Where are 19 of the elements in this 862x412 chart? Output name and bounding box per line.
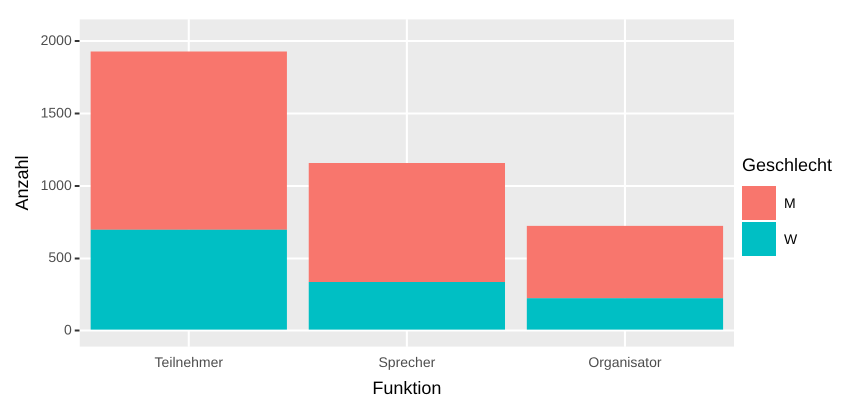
text: M bbox=[784, 194, 796, 210]
bar bbox=[90, 52, 287, 230]
bar bbox=[526, 226, 724, 298]
y-axis-title: Anzahl bbox=[12, 155, 32, 211]
legend-title: Geschlecht bbox=[742, 154, 832, 176]
y-tick-label: 500 bbox=[48, 249, 72, 266]
y-tick-label: 0 bbox=[64, 322, 72, 338]
x-tick-label: Teilnehmer bbox=[154, 354, 224, 370]
bar bbox=[308, 163, 506, 282]
y-tick-label: 2000 bbox=[40, 32, 72, 48]
x-axis-title: Funktion bbox=[372, 378, 442, 398]
bar bbox=[526, 298, 724, 330]
text: W bbox=[784, 230, 798, 246]
bar bbox=[90, 230, 287, 330]
y-tick-label: 1000 bbox=[40, 176, 72, 193]
x-tick-label: Sprecher bbox=[378, 354, 436, 370]
y-tick-label: 1500 bbox=[40, 104, 72, 120]
x-tick-label: Organisator bbox=[588, 354, 662, 370]
bar bbox=[308, 282, 506, 330]
